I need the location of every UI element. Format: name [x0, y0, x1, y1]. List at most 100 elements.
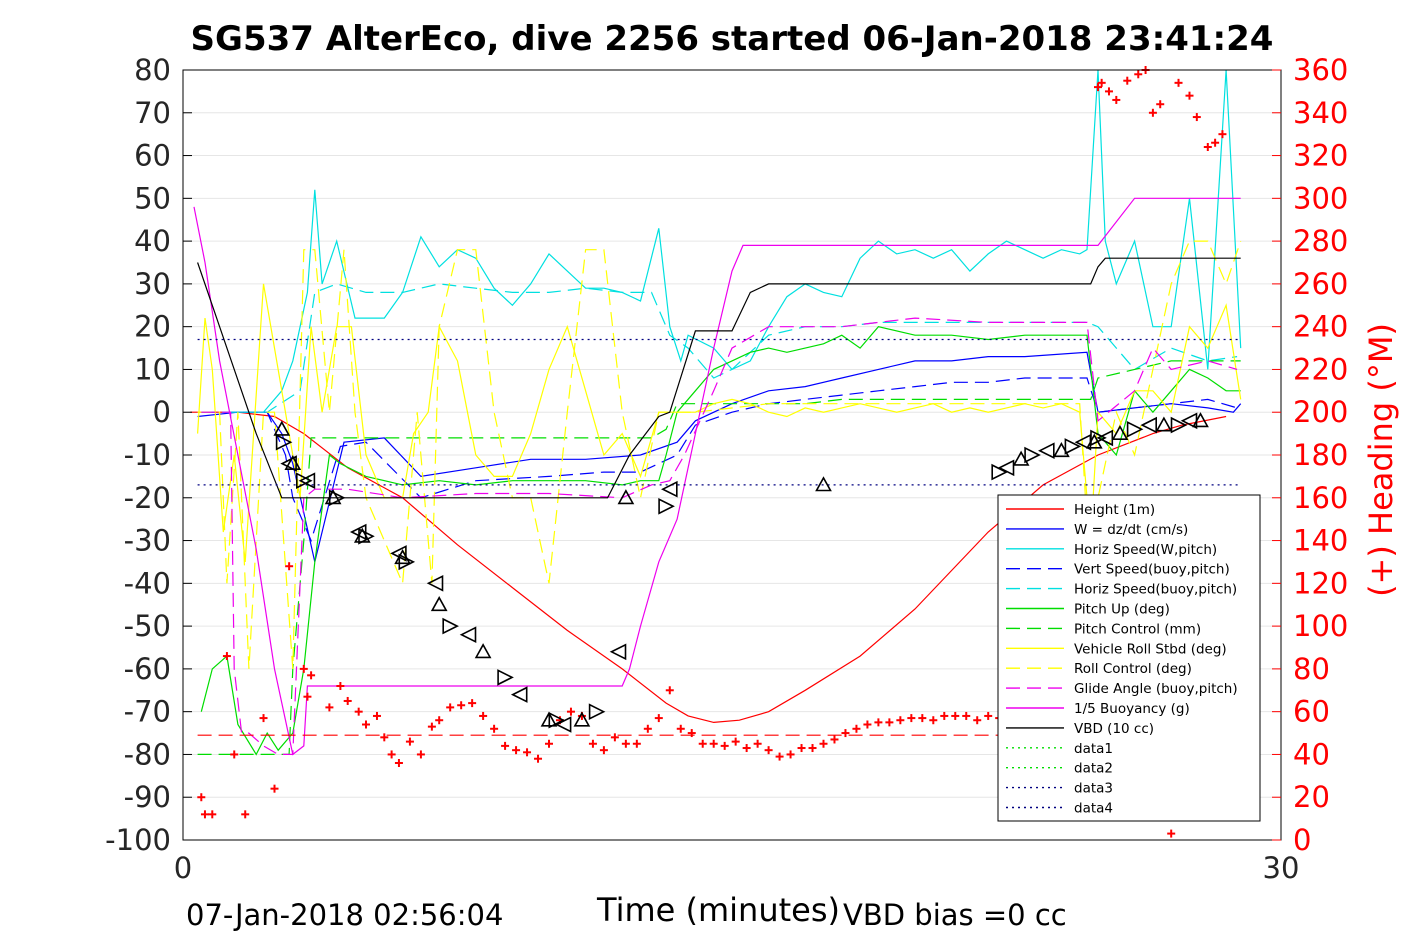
series-line-pitch-up-deg [200, 326, 1241, 756]
heading-point [222, 652, 231, 661]
heading-point [1185, 91, 1194, 100]
heading-point [665, 686, 674, 695]
y2-tick-label: 220 [1293, 352, 1348, 386]
heading-point [270, 784, 279, 793]
heading-point [343, 696, 352, 705]
heading-point [490, 724, 499, 733]
heading-point [973, 716, 982, 725]
right-axis: 3603403203002802602402202001801601401201… [1272, 53, 1348, 857]
heading-point [753, 739, 762, 748]
legend-item: Roll Control (deg) [1006, 661, 1192, 677]
heading-point [841, 729, 850, 738]
triangle-marker [510, 686, 528, 703]
y2-tick-label: 0 [1293, 823, 1311, 857]
triangle-marker [661, 480, 678, 498]
heading-point [566, 707, 575, 716]
legend-label: data1 [1074, 741, 1113, 757]
series-line-1-5-buoyancy-g [193, 197, 1241, 756]
y-tick-label: -30 [124, 524, 171, 558]
heading-point [786, 750, 795, 759]
x-axis: 0 30 [174, 851, 1300, 885]
triangle-marker [474, 643, 492, 659]
heading-point [819, 739, 828, 748]
triangle-marker [295, 472, 313, 489]
y-tick-label: 20 [134, 310, 171, 344]
heading-point [336, 682, 345, 690]
legend-label: data2 [1074, 761, 1113, 777]
footer-timestamp: 07-Jan-2018 02:56:04 [186, 898, 504, 932]
legend: Height (1m) W = dz/dt (cm/s) Horiz Speed(W… [997, 494, 1261, 822]
legend-label: Pitch Control (mm) [1074, 621, 1201, 637]
triangle-marker [1140, 416, 1157, 434]
heading-point [731, 737, 740, 746]
heading-point [918, 714, 927, 723]
heading-point [1211, 138, 1220, 147]
heading-point [1148, 108, 1157, 117]
legend-item: Height (1m) [1006, 502, 1155, 518]
heading-point [354, 707, 363, 716]
legend-label: Pitch Up (deg) [1074, 602, 1170, 618]
heading-point [241, 810, 250, 819]
triangle-marker [588, 703, 606, 720]
heading-point [874, 718, 883, 727]
triangle-marker [1038, 442, 1055, 459]
triangle-marker [1170, 416, 1188, 434]
y2-tick-label: 180 [1293, 438, 1348, 472]
heading-point [1104, 87, 1113, 96]
markers-layer [197, 66, 1227, 838]
heading-point [512, 746, 521, 755]
heading-point [208, 810, 217, 819]
triangle-marker [273, 420, 291, 436]
legend-label: Vert Speed(buoy,pitch) [1074, 562, 1230, 578]
triangle-marker [298, 472, 316, 489]
y-tick-label: -60 [124, 652, 171, 686]
triangle-marker [554, 716, 572, 733]
heading-point [687, 729, 696, 738]
heading-point [416, 750, 425, 759]
heading-point [372, 711, 381, 720]
heading-point [951, 711, 960, 720]
y-tick-label: -70 [124, 695, 171, 729]
y-tick-label: 0 [153, 395, 171, 429]
y2-tick-label: 100 [1293, 609, 1348, 643]
y-tick-label: 30 [134, 267, 171, 301]
heading-point [303, 692, 312, 701]
triangle-marker [398, 553, 416, 571]
series-line-pitch-control-mm [197, 360, 1241, 756]
triangle-marker [459, 626, 477, 643]
heading-point [468, 699, 477, 708]
legend-item: data3 [1006, 781, 1113, 797]
legend-label: Vehicle Roll Stbd (deg) [1074, 641, 1227, 657]
heading-point [742, 744, 751, 753]
heading-point [501, 741, 510, 750]
triangle-marker [328, 489, 346, 507]
series-layer [190, 69, 1242, 756]
heading-point [1094, 83, 1102, 92]
heading-point [435, 716, 444, 725]
legend-item: Horiz Speed(W,pitch) [1006, 542, 1217, 558]
heading-point [405, 737, 414, 746]
y2-axis-label: (+) Heading (°M) [1362, 323, 1400, 597]
heading-point [852, 724, 861, 733]
legend-item: VBD (10 cc) [1006, 721, 1154, 737]
heading-point [896, 716, 905, 725]
heading-point [259, 714, 268, 723]
x-axis-label: Time (minutes) [597, 891, 840, 929]
heading-point [940, 711, 949, 720]
y2-tick-label: 260 [1293, 267, 1348, 301]
heading-point [1203, 143, 1212, 151]
heading-point [929, 716, 938, 725]
heading-point [632, 739, 641, 748]
heading-point [588, 739, 597, 748]
y2-tick-label: 240 [1293, 310, 1348, 344]
triangle-marker [430, 596, 448, 612]
triangle-marker [358, 528, 375, 545]
y2-tick-label: 160 [1293, 481, 1348, 515]
triangle-marker [573, 711, 591, 727]
chart-title: SG537 AlterEco, dive 2256 started 06-Jan… [191, 19, 1274, 59]
triangle-marker [1126, 421, 1144, 438]
legend-item: 1/5 Buoyancy (g) [1006, 701, 1190, 717]
legend-label: Roll Control (deg) [1074, 661, 1192, 677]
triangle-marker [1111, 424, 1129, 441]
triangle-marker [1096, 429, 1114, 447]
